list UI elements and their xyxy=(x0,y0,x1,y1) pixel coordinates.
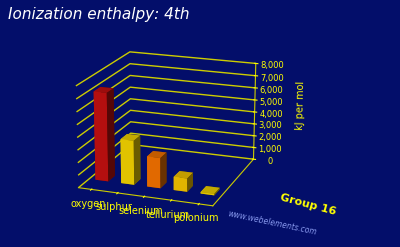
Text: Ionization enthalpy: 4th: Ionization enthalpy: 4th xyxy=(8,7,190,22)
Text: www.webelements.com: www.webelements.com xyxy=(227,209,317,237)
Text: Group 16: Group 16 xyxy=(279,192,337,217)
